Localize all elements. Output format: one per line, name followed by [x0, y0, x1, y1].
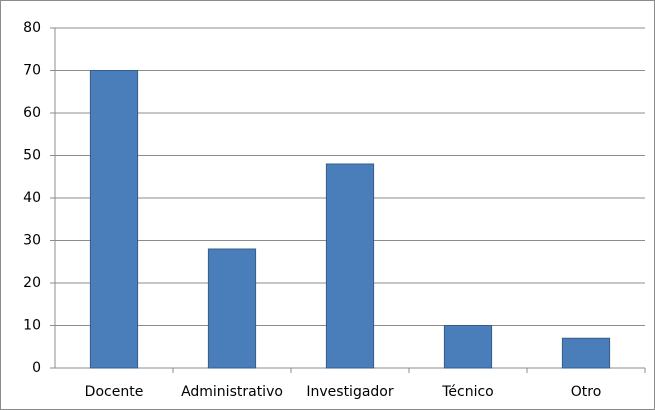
y-tick-label: 50 — [23, 148, 41, 164]
bar — [207, 248, 257, 369]
x-tick-label: Investigador — [306, 384, 393, 400]
x-tick-label: Docente — [85, 384, 144, 400]
y-tick-label: 30 — [23, 233, 41, 249]
x-tick-label: Otro — [571, 384, 602, 400]
x-tick-label: Técnico — [441, 384, 494, 400]
y-tick-label: 20 — [23, 275, 41, 291]
bar — [443, 325, 493, 369]
bar — [325, 163, 375, 369]
x-tick-label: Administrativo — [181, 384, 283, 400]
y-tick-label: 80 — [23, 20, 41, 36]
y-tick-label: 60 — [23, 105, 41, 121]
bar — [89, 70, 139, 369]
y-tick-label: 40 — [23, 190, 41, 206]
y-tick-label: 0 — [32, 360, 41, 376]
y-tick-label: 70 — [23, 63, 41, 79]
bar — [561, 337, 611, 369]
y-tick-label: 10 — [23, 318, 41, 334]
